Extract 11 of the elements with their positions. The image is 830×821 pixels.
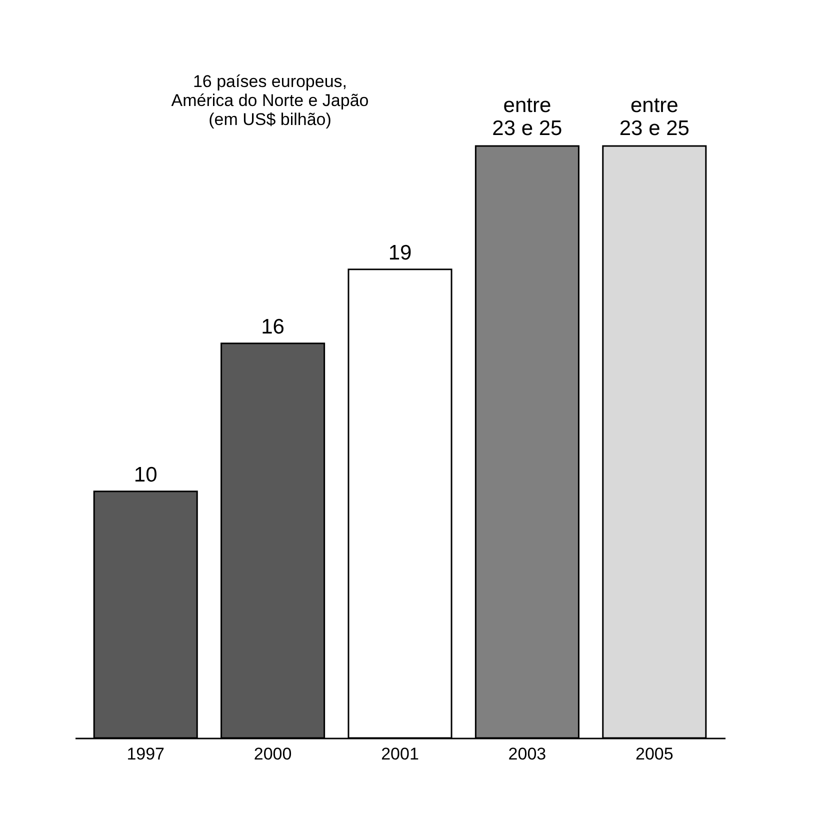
chart-title: 16 países europeus, América do Norte e Japão (em US$ bilhão) bbox=[171, 72, 369, 129]
data-label: 10 bbox=[134, 463, 158, 486]
x-tick-label: 2003 bbox=[508, 744, 546, 764]
data-label: 16 bbox=[261, 315, 284, 338]
data-label: entre 23 e 25 bbox=[619, 94, 690, 140]
data-label: 19 bbox=[388, 241, 412, 264]
x-tick-label: 1997 bbox=[126, 744, 165, 764]
data-label: entre 23 e 25 bbox=[492, 94, 562, 140]
x-tick-label: 2001 bbox=[381, 744, 419, 764]
x-tick-label: 2000 bbox=[254, 744, 292, 764]
x-tick-label: 2005 bbox=[635, 744, 674, 764]
